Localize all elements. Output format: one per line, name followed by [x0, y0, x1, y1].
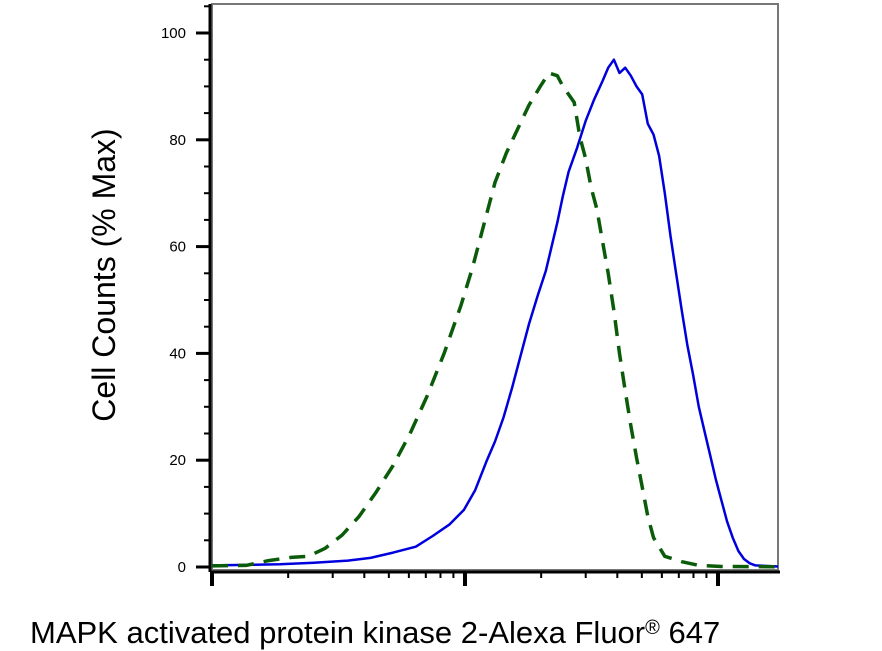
- x-axis-title-suffix: 647: [660, 615, 720, 650]
- plot-frame: [211, 3, 779, 571]
- y-axis-ticks: 0 20 40 60 80 100: [161, 5, 210, 576]
- y-tick-label: 60: [169, 239, 186, 256]
- series-line-dashed: [211, 71, 779, 569]
- x-axis-title-superscript: ®: [645, 617, 660, 639]
- y-tick-label: 100: [161, 25, 186, 42]
- y-tick-label: 0: [178, 559, 186, 576]
- series-layer: [211, 58, 779, 569]
- x-axis-ticks: [210, 572, 720, 586]
- y-tick-label: 20: [169, 452, 186, 469]
- x-axis-title-main: MAPK activated protein kinase 2-Alexa Fl…: [30, 615, 645, 650]
- x-axis-title: MAPK activated protein kinase 2-Alexa Fl…: [30, 615, 720, 650]
- y-tick-label: 40: [169, 345, 186, 362]
- y-tick-label: 80: [169, 132, 186, 149]
- y-axis-title: Cell Counts (% Max): [86, 128, 122, 421]
- series-line-solid: [211, 58, 779, 568]
